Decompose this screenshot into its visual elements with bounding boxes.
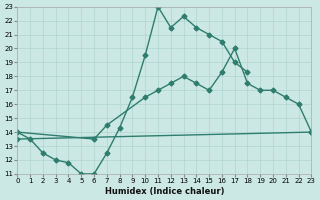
X-axis label: Humidex (Indice chaleur): Humidex (Indice chaleur)	[105, 187, 224, 196]
